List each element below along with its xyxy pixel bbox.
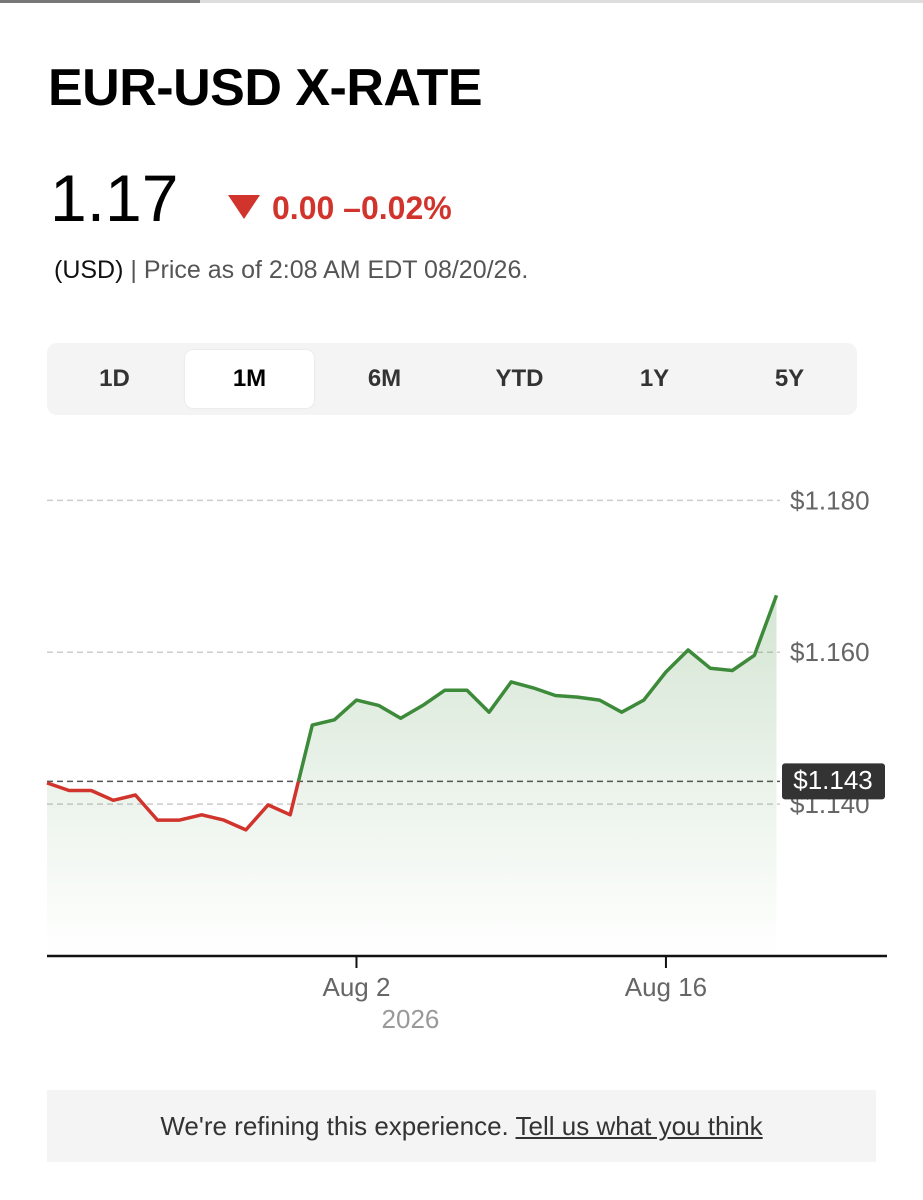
reference-label: $1.143 <box>793 765 873 795</box>
y-tick-label: $1.160 <box>790 637 870 667</box>
range-tab[interactable]: 6M <box>367 365 402 392</box>
price-time: | Price as of 2:08 AM EDT 08/20/26. <box>130 256 529 284</box>
feedback-link[interactable]: Tell us what you think <box>515 1111 763 1141</box>
area <box>47 595 777 956</box>
range-tab[interactable]: 1D <box>99 365 130 392</box>
change: 0.00 –0.02% <box>228 190 452 227</box>
title: EUR-USD X-RATE <box>48 59 483 117</box>
reference-badge <box>782 763 885 800</box>
range-tab[interactable]: 5Y <box>774 365 805 392</box>
change-percent: –0.02% <box>343 190 452 226</box>
range-tab[interactable]: YTD <box>495 365 544 392</box>
x-axis-year: 2026 <box>382 1004 440 1034</box>
range-tab[interactable]: 1M <box>185 350 314 408</box>
timestamp: (USD) | Price as of 2:08 AM EDT 08/20/26… <box>54 256 528 285</box>
currency: (USD) <box>54 256 124 284</box>
change-value: 0.00 <box>272 190 335 226</box>
x-tick-label: Aug 2 <box>322 972 390 1002</box>
price-line <box>46 594 779 832</box>
price: 1.17 <box>50 161 179 235</box>
feedback-text: We're refining this experience. <box>160 1111 509 1141</box>
feedback-bar: We're refining this experience. Tell us … <box>47 1090 876 1162</box>
y-tick-label: $1.180 <box>790 485 870 515</box>
range-tabs: 1D 1M 6M YTD 1Y 5Y <box>47 343 857 415</box>
top-rule <box>0 0 923 3</box>
x-tick-label: Aug 16 <box>625 972 707 1002</box>
range-tab[interactable]: 1Y <box>639 365 670 392</box>
